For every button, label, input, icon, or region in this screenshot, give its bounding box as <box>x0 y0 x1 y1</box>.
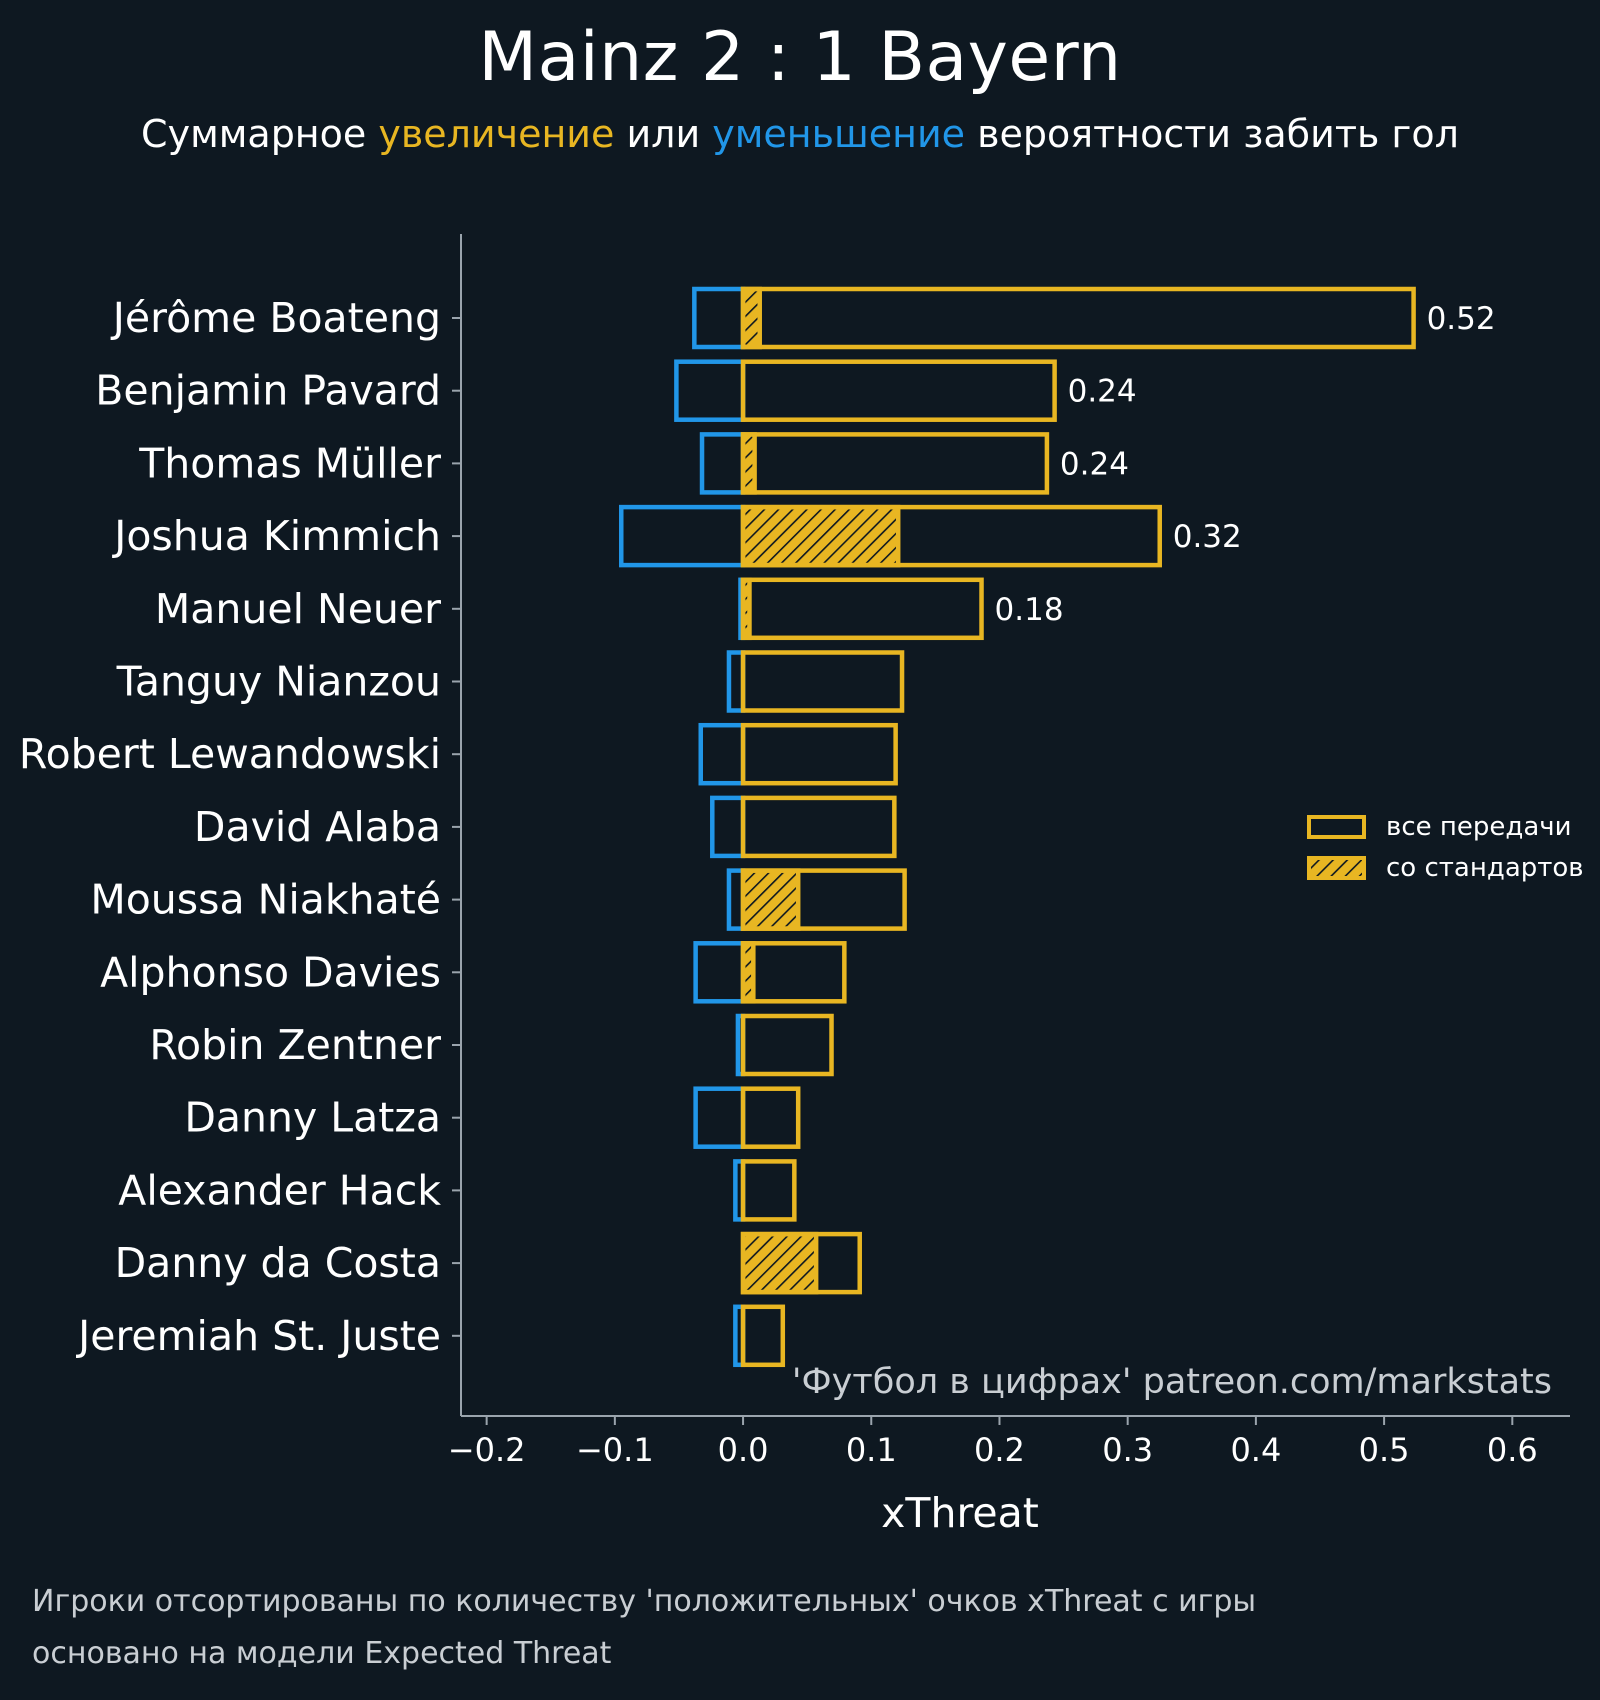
bar-set-pieces <box>740 286 762 350</box>
x-axis-label: xThreat <box>881 1489 1039 1537</box>
chart-subtitle: Суммарное увеличение или уменьшение веро… <box>0 112 1600 156</box>
x-tick-label: −0.1 <box>576 1431 654 1469</box>
legend-label: со стандартов <box>1386 853 1584 883</box>
bar-negative <box>693 941 746 1004</box>
subtitle-mid: или <box>614 112 713 156</box>
bar-positive <box>740 359 1057 422</box>
y-tick-label: Robert Lewandowski <box>19 730 441 778</box>
bar-positive <box>740 650 905 713</box>
subtitle-decrease: уменьшение <box>712 112 966 156</box>
x-tick-label: 0.6 <box>1487 1431 1538 1469</box>
bar-positive <box>740 868 907 931</box>
bar-negative <box>674 359 746 422</box>
x-tick-label: 0.0 <box>718 1431 769 1469</box>
subtitle-prefix: Суммарное <box>141 112 379 156</box>
x-tick-label: 0.1 <box>846 1431 897 1469</box>
legend-label: все передачи <box>1386 812 1572 842</box>
footnote-model: основано на модели Expected Threat <box>32 1636 612 1671</box>
bar-positive <box>740 504 1162 568</box>
legend-swatch <box>1307 856 1366 880</box>
y-tick-label: Jérôme Boateng <box>110 294 441 342</box>
y-tick-label: Joshua Kimmich <box>111 512 441 560</box>
x-tick-label: 0.3 <box>1102 1431 1153 1469</box>
bar-value-label: 0.24 <box>1068 374 1137 410</box>
legend: все передачи со стандартов <box>1307 812 1584 883</box>
bar-positive <box>740 722 898 786</box>
y-tick-label: Benjamin Pavard <box>95 367 441 415</box>
bar-negative <box>710 795 746 859</box>
bar-positive <box>740 432 1050 495</box>
footnote-sorting: Игроки отсортированы по количеству 'поло… <box>32 1584 1257 1619</box>
bar-value-label: 0.32 <box>1173 519 1242 555</box>
subtitle-increase: увеличение <box>378 112 615 156</box>
bar-value-label: 0.24 <box>1060 446 1129 482</box>
subtitle-suffix: вероятности забить гол <box>965 112 1459 156</box>
axis-layer: Jérôme Boateng Benjamin Pavard Thomas Müll… <box>19 234 1570 1537</box>
x-tick-label: −0.2 <box>448 1431 526 1469</box>
y-tick-label: Danny da Costa <box>115 1239 441 1287</box>
bar-negative <box>698 722 746 786</box>
bar-negative <box>699 432 746 495</box>
bar-value-label: 0.18 <box>995 592 1064 628</box>
x-tick-label: 0.2 <box>974 1431 1025 1469</box>
y-tick-label: Danny Latza <box>184 1094 441 1142</box>
bar-positive <box>740 286 1416 350</box>
bar-set-pieces <box>740 1231 819 1295</box>
legend-swatch <box>1307 815 1366 839</box>
y-tick-label: Jeremiah St. Juste <box>75 1312 441 1360</box>
y-tick-label: David Alaba <box>194 803 441 851</box>
bar-set-pieces <box>740 868 801 931</box>
y-tick-label: Alphonso Davies <box>100 948 441 996</box>
y-tick-label: Manuel Neuer <box>155 585 441 633</box>
y-tick-label: Alexander Hack <box>118 1166 441 1214</box>
bar-negative <box>619 504 746 568</box>
bar-positive <box>740 941 847 1004</box>
bar-positive <box>740 1086 801 1149</box>
x-tick-label: 0.4 <box>1230 1431 1281 1469</box>
y-tick-label: Robin Zentner <box>149 1021 441 1069</box>
bar-positive <box>740 577 984 641</box>
y-tick-label: Thomas Müller <box>138 439 441 487</box>
bar-positive <box>740 1231 862 1295</box>
y-tick-label: Moussa Niakhaté <box>90 876 441 924</box>
bar-positive <box>740 1304 786 1368</box>
x-tick-label: 0.5 <box>1359 1431 1410 1469</box>
bar-positive <box>740 1159 797 1222</box>
bars-layer: 0.52 0.24 0.24 0.32 0.18 <box>619 286 1496 1368</box>
bar-value-label: 0.52 <box>1427 301 1496 337</box>
bar-positive <box>740 1013 834 1077</box>
bar-positive <box>740 795 897 859</box>
chart-title: Mainz 2 : 1 Bayern <box>478 18 1122 97</box>
y-tick-label: Tanguy Nianzou <box>116 658 441 706</box>
bar-negative <box>692 286 746 350</box>
bar-set-pieces <box>740 504 901 568</box>
watermark: 'Футбол в цифрах' patreon.com/markstats <box>792 1362 1552 1402</box>
bar-negative <box>693 1086 746 1149</box>
